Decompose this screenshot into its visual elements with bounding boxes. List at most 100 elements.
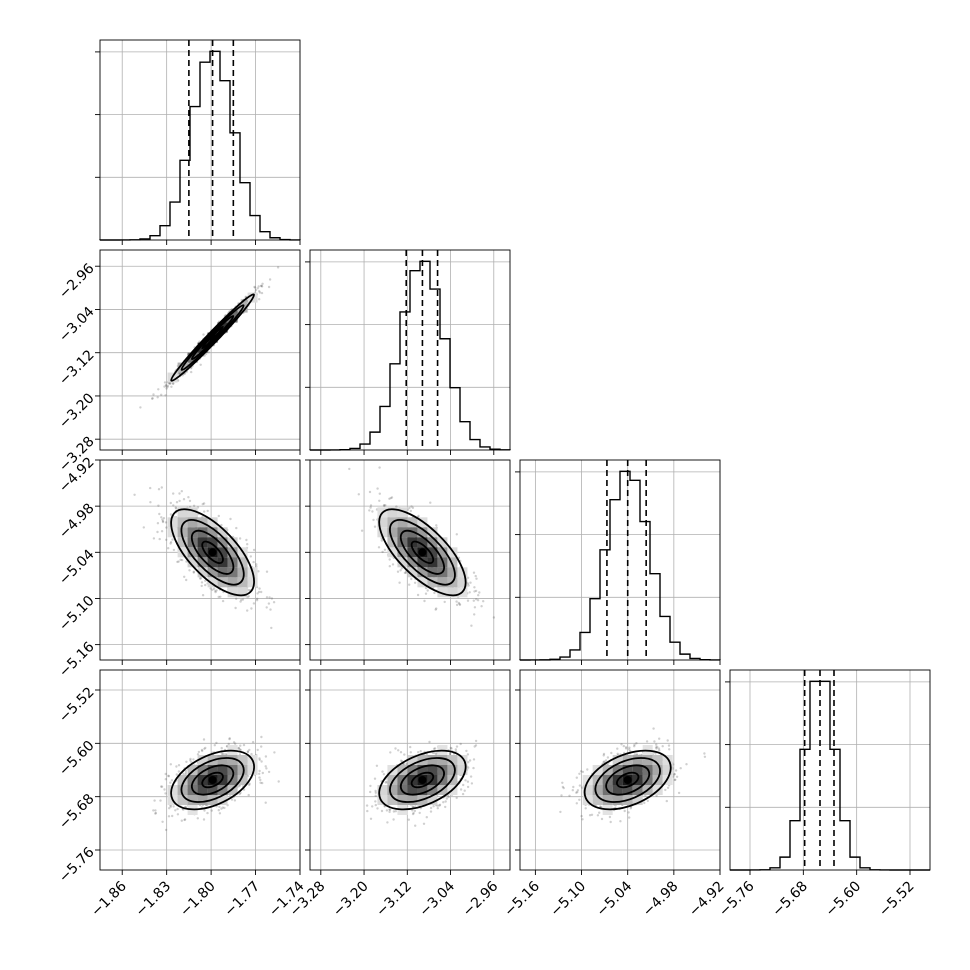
scatter-point bbox=[160, 486, 163, 489]
scatter-point bbox=[447, 795, 450, 799]
scatter-point bbox=[250, 607, 253, 610]
scatter-point bbox=[374, 803, 377, 807]
scatter-point bbox=[258, 758, 261, 761]
scatter-point bbox=[185, 760, 188, 763]
scatter-point bbox=[464, 779, 467, 782]
y-tick-label: −2.96 bbox=[56, 260, 98, 302]
density-cell bbox=[187, 557, 198, 568]
scatter-point bbox=[161, 520, 165, 524]
scatter-point bbox=[164, 394, 167, 397]
panel-frame bbox=[519, 459, 721, 661]
density-cell bbox=[227, 547, 238, 558]
x-tick-label: −1.83 bbox=[133, 878, 175, 920]
scatter-point bbox=[239, 600, 242, 603]
scatter-point bbox=[151, 397, 154, 400]
scatter-point bbox=[246, 750, 250, 753]
density-cell bbox=[247, 577, 258, 588]
scatter-point bbox=[403, 571, 407, 575]
scatter-point bbox=[392, 818, 395, 821]
contour-0 bbox=[201, 540, 224, 564]
density-cell bbox=[407, 795, 418, 805]
density-cell bbox=[427, 547, 438, 558]
scatter-point bbox=[160, 530, 164, 533]
scatter-point bbox=[168, 807, 171, 810]
scatter-point bbox=[204, 746, 207, 750]
density-cell bbox=[217, 795, 228, 805]
scatter-point bbox=[168, 382, 172, 385]
density-cell bbox=[227, 577, 238, 588]
scatter-point bbox=[258, 757, 261, 760]
scatter-point bbox=[383, 548, 387, 551]
scatter-point bbox=[256, 597, 259, 600]
scatter-point bbox=[253, 286, 257, 289]
scatter-point bbox=[178, 372, 181, 375]
scatter-point bbox=[384, 504, 387, 507]
scatter-point bbox=[152, 537, 156, 540]
scatter-point bbox=[459, 788, 463, 791]
scatter-point bbox=[411, 809, 414, 812]
scatter-point bbox=[428, 740, 431, 744]
scatter-point bbox=[575, 791, 578, 794]
density-cell bbox=[427, 527, 438, 538]
x-tick-label: −1.86 bbox=[88, 878, 130, 920]
scatter-point bbox=[429, 806, 433, 810]
density-cell bbox=[207, 567, 218, 578]
scatter-point bbox=[380, 809, 384, 813]
scatter-point bbox=[472, 571, 476, 574]
scatter-point bbox=[172, 548, 176, 552]
scatter-point bbox=[157, 488, 161, 491]
scatter-point bbox=[228, 737, 231, 741]
density-cell bbox=[437, 537, 448, 548]
contour-1 bbox=[399, 529, 445, 575]
density-cell bbox=[437, 755, 448, 765]
scatter-point bbox=[246, 609, 249, 612]
scatter-point bbox=[399, 751, 403, 754]
scatter-point bbox=[167, 774, 170, 777]
scatter-point bbox=[156, 530, 159, 534]
scatter-point bbox=[383, 504, 386, 508]
scatter-point bbox=[220, 807, 223, 810]
scatter-point bbox=[264, 755, 268, 758]
scatter-point bbox=[169, 501, 172, 505]
density-peak bbox=[418, 776, 427, 784]
density-cell bbox=[187, 765, 198, 775]
scatter-point bbox=[598, 811, 601, 814]
scatter-point bbox=[385, 780, 388, 783]
scatter-point bbox=[429, 810, 433, 813]
scatter-point bbox=[466, 780, 470, 783]
scatter-point bbox=[180, 490, 183, 493]
scatter-point bbox=[469, 775, 473, 778]
scatter-point bbox=[172, 382, 175, 385]
scatter-point bbox=[187, 496, 190, 499]
scatter-point bbox=[457, 601, 460, 605]
scatter-point bbox=[410, 505, 413, 508]
scatter-point bbox=[192, 570, 195, 573]
density-cell bbox=[377, 785, 388, 795]
scatter-point bbox=[175, 773, 178, 776]
scatter-point bbox=[192, 758, 195, 761]
scatter-point bbox=[163, 385, 166, 388]
panel-frame bbox=[309, 669, 511, 871]
y-tick-label: −5.16 bbox=[56, 639, 98, 681]
scatter-points bbox=[139, 266, 280, 409]
contour-2 bbox=[389, 519, 456, 586]
scatter-point bbox=[159, 799, 162, 802]
scatter-point bbox=[257, 285, 260, 288]
scatter-point bbox=[174, 809, 177, 812]
density-cell bbox=[217, 537, 228, 548]
scatter-point bbox=[176, 813, 180, 816]
scatter-point bbox=[374, 800, 377, 803]
scatter-point bbox=[258, 772, 261, 775]
density-cell bbox=[227, 567, 238, 578]
density-cell bbox=[237, 765, 248, 775]
scatter-point bbox=[467, 761, 470, 764]
scatter-point bbox=[160, 785, 163, 788]
density-cell bbox=[427, 537, 438, 548]
scatter-point bbox=[154, 809, 157, 812]
scatter-point bbox=[202, 333, 205, 336]
hist-panel-1 bbox=[305, 249, 511, 455]
scatter-point bbox=[247, 793, 250, 797]
contour-0 bbox=[410, 540, 435, 564]
scatter-point bbox=[256, 287, 259, 290]
panel-frame bbox=[309, 249, 511, 451]
